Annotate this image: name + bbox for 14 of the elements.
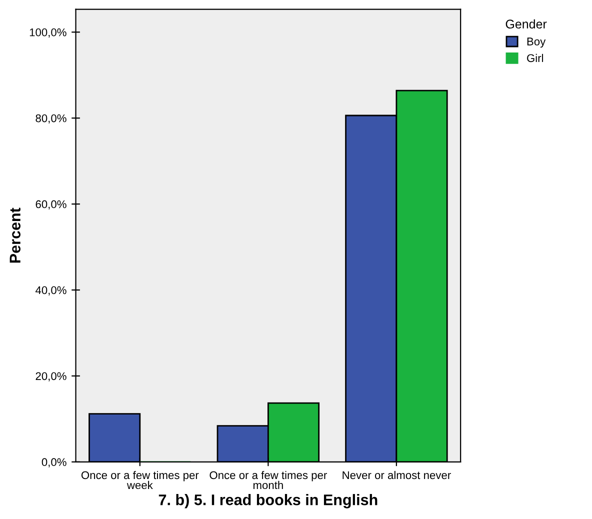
- x-axis-title: 7. b) 5. I read books in English: [158, 494, 378, 508]
- y-axis-title: Percent: [10, 208, 20, 263]
- x-tick-label: Never or almost never: [342, 470, 451, 480]
- y-tick-label: 0,0%: [42, 458, 66, 468]
- y-tick-label: 40,0%: [36, 286, 66, 296]
- legend-title: Gender: [506, 19, 547, 29]
- x-tick-label: Once or a few times per week: [81, 470, 199, 490]
- x-tick-label: Once or a few times per month: [210, 470, 327, 490]
- legend-label: Boy: [527, 38, 546, 48]
- y-tick-label: 60,0%: [36, 200, 66, 210]
- y-tick-label: 100,0%: [30, 28, 66, 38]
- y-tick-label: 20,0%: [36, 372, 66, 382]
- y-tick-label: 80,0%: [36, 114, 66, 124]
- legend-label: Girl: [527, 54, 544, 62]
